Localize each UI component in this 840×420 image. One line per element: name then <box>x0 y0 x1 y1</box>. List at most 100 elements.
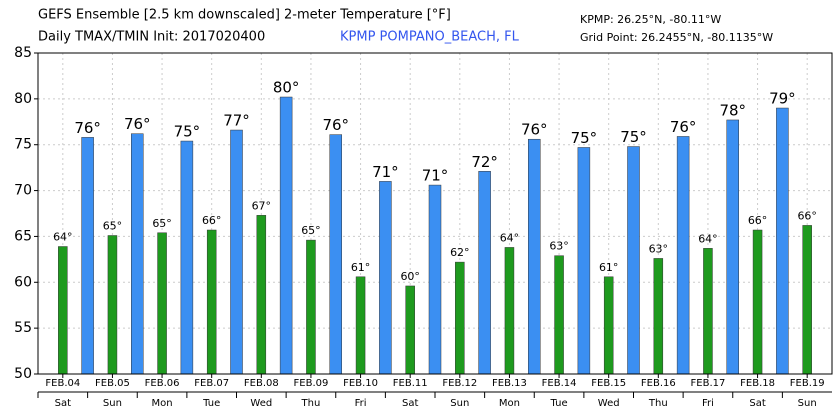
value-label: 66° <box>202 214 222 227</box>
bar <box>206 229 217 375</box>
day-label: Sat <box>55 398 71 409</box>
value-label: 67° <box>252 199 272 212</box>
x-tick-label: FEB.10 <box>343 378 378 389</box>
value-label: 76° <box>124 115 151 133</box>
bar <box>256 215 267 375</box>
bar <box>703 248 713 375</box>
plot-frame <box>37 52 833 375</box>
value-label: 66° <box>797 209 817 222</box>
value-label: 75° <box>174 123 201 141</box>
value-label: 76° <box>670 118 697 136</box>
bar <box>627 146 640 375</box>
bar <box>528 138 541 375</box>
x-tick-label: FEB.14 <box>542 378 577 389</box>
day-label: Wed <box>598 398 620 409</box>
bar <box>279 96 293 375</box>
value-label: 75° <box>620 128 647 146</box>
bar <box>405 285 415 375</box>
bar <box>131 133 144 375</box>
day-label: Mon <box>152 398 173 409</box>
x-tick-label: FEB.07 <box>194 378 229 389</box>
y-tick-label: 55 <box>14 320 32 336</box>
day-label: Sun <box>450 398 469 409</box>
bar <box>428 184 442 375</box>
bar <box>306 239 316 375</box>
chart-title: GEFS Ensemble [2.5 km downscaled] 2-mete… <box>38 8 451 23</box>
value-label: 64° <box>500 231 520 244</box>
x-tick-label: FEB.08 <box>244 378 279 389</box>
bar <box>603 276 614 375</box>
annotation: Grid Point: 26.2455°N, -80.1135°W <box>580 31 773 44</box>
day-label: Thu <box>648 398 668 409</box>
value-label: 75° <box>571 129 598 147</box>
value-label: 64° <box>698 232 718 245</box>
day-label: Fri <box>702 398 714 409</box>
x-tick-label: FEB.04 <box>45 378 80 389</box>
bar <box>355 276 366 375</box>
value-label: 60° <box>400 270 420 283</box>
value-label: 71° <box>372 163 399 181</box>
bar <box>726 119 739 375</box>
value-label: 76° <box>74 119 101 137</box>
bar <box>776 107 789 375</box>
day-label: Tue <box>550 398 568 409</box>
bar <box>81 137 94 375</box>
day-label: Wed <box>250 398 272 409</box>
value-label: 79° <box>769 90 796 108</box>
x-tick-label: FEB.16 <box>641 378 676 389</box>
bar <box>180 140 194 375</box>
x-tick-label: FEB.13 <box>492 378 527 389</box>
value-label: 77° <box>223 112 250 130</box>
value-label: 61° <box>351 261 371 274</box>
y-tick-label: 80 <box>14 91 32 107</box>
x-tick-label: FEB.17 <box>691 378 726 389</box>
value-label: 65° <box>152 217 172 230</box>
bar <box>752 229 763 375</box>
bar <box>379 181 392 375</box>
x-tick-label: FEB.06 <box>145 378 180 389</box>
value-label: 76° <box>521 121 548 139</box>
annotation: KPMP: 26.25°N, -80.11°W <box>580 13 721 26</box>
value-label: 65° <box>301 224 321 237</box>
x-tick-label: FEB.05 <box>95 378 130 389</box>
value-label: 61° <box>599 261 619 274</box>
x-tick-label: FEB.09 <box>294 378 329 389</box>
value-label: 64° <box>53 231 73 244</box>
bar <box>157 232 167 375</box>
value-label: 80° <box>273 79 300 97</box>
value-label: 76° <box>322 116 349 134</box>
bar <box>58 246 68 375</box>
station-label: KPMP POMPANO_BEACH, FL <box>340 30 520 45</box>
day-label: Sat <box>402 398 418 409</box>
value-label: 78° <box>719 101 746 119</box>
x-tick-label: FEB.18 <box>740 378 775 389</box>
y-tick-label: 65 <box>14 228 32 244</box>
x-tick-label: FEB.12 <box>442 378 477 389</box>
y-tick-label: 85 <box>14 45 32 61</box>
bar <box>653 258 664 375</box>
y-tick-label: 50 <box>14 366 32 382</box>
bar <box>802 225 812 375</box>
bar <box>455 261 465 375</box>
y-tick-label: 75 <box>14 137 32 153</box>
value-label: 72° <box>471 153 498 171</box>
chart-subtitle: Daily TMAX/TMIN Init: 2017020400 <box>38 30 265 45</box>
day-label: Sun <box>798 398 817 409</box>
bar <box>107 235 118 375</box>
bar <box>504 247 515 375</box>
value-label: 63° <box>649 242 669 255</box>
day-label: Sat <box>749 398 765 409</box>
bar <box>577 147 591 375</box>
day-label: Mon <box>499 398 520 409</box>
day-label: Thu <box>301 398 321 409</box>
x-tick-label: FEB.19 <box>790 378 825 389</box>
x-tick-label: FEB.15 <box>591 378 626 389</box>
y-tick-label: 60 <box>14 274 32 290</box>
bar <box>230 129 243 375</box>
day-label: Sun <box>103 398 122 409</box>
bar <box>554 255 564 375</box>
y-tick-label: 70 <box>14 183 32 199</box>
value-label: 62° <box>450 246 470 259</box>
